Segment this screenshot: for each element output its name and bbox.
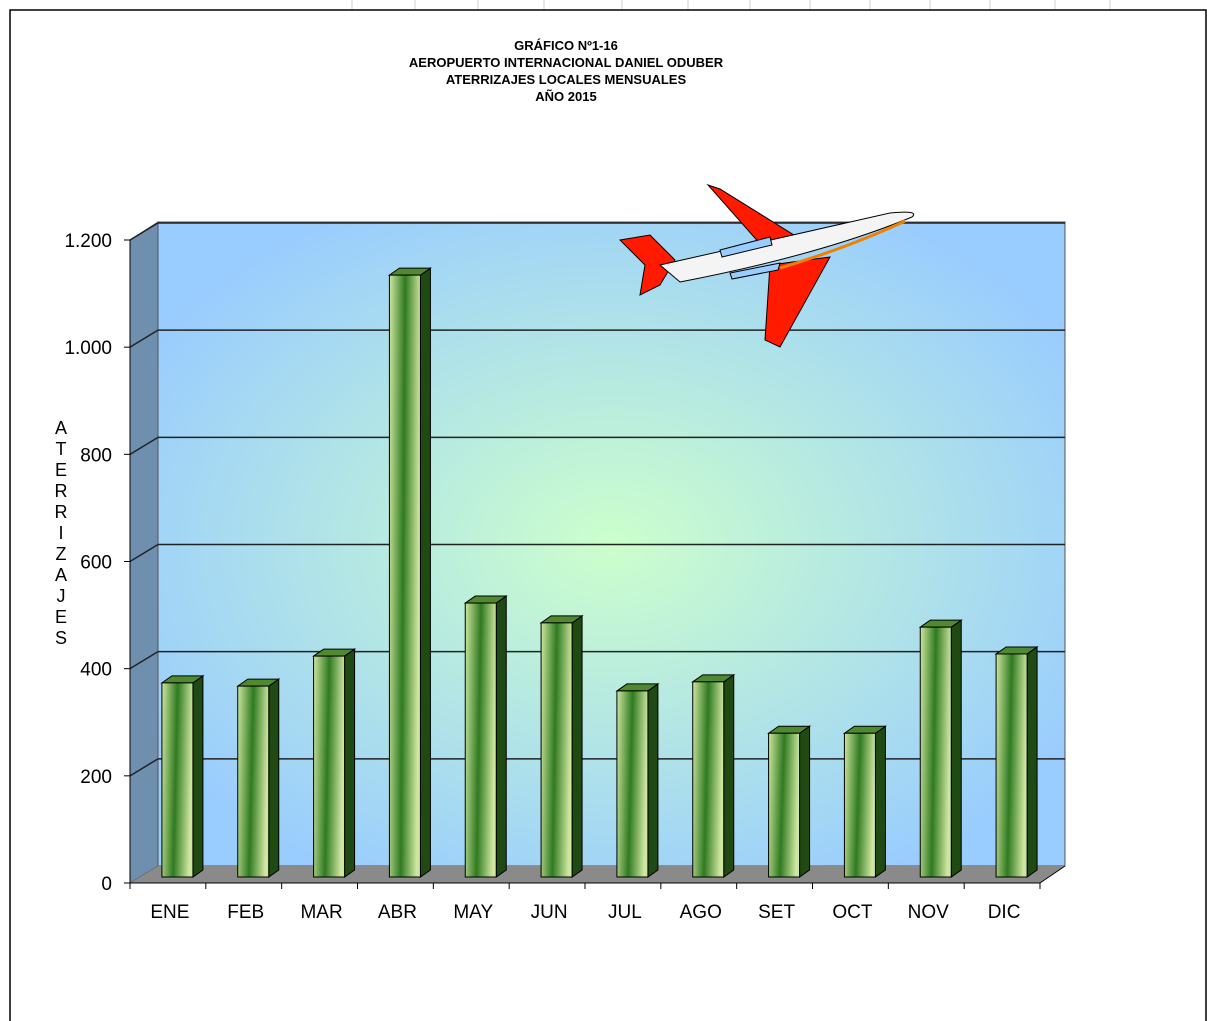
grid-line [129,758,159,777]
x-tick-label: OCT [832,902,873,923]
bar-front [768,732,801,878]
bar [236,678,281,878]
y-tick-label: 200 [80,767,112,788]
bar-side [1026,645,1038,878]
y-tick-label: 1.000 [64,338,112,359]
x-tick-label: FEB [227,902,264,923]
bar-front [692,681,725,878]
bar-front [237,685,270,878]
y-tick-label: 1.200 [64,231,112,252]
bar-front [919,626,952,878]
x-tick-label: SET [758,902,795,923]
bar-front [388,274,421,878]
bar [842,725,888,878]
y-tick-label: 800 [80,445,112,466]
bar-side [419,267,431,878]
bar-side [950,619,962,878]
bar [387,267,433,878]
grid-line [129,651,159,670]
bar [615,682,660,878]
bar [918,619,963,878]
bar [766,725,812,878]
x-tick-label: MAY [453,902,493,923]
bar-side [874,725,886,878]
bar-side [268,678,280,878]
bar-front [313,655,346,878]
bar [994,645,1039,878]
bar [311,648,357,878]
y-axis-title: ATERRIZAJES [54,418,68,648]
bar-side [344,648,356,878]
frame [351,0,1111,10]
grid-line [129,436,159,455]
bar-side [723,673,735,878]
bar [691,673,736,878]
bar-side [799,725,811,878]
x-tick-label: ABR [378,902,417,923]
grid [129,222,1065,777]
bar [463,595,508,878]
y-tick-label: 600 [80,553,112,574]
bar-side [571,614,583,878]
chart-subtitle: ATERRIZAJES LOCALES MENSUALES [446,72,687,87]
x-tick-label: AGO [680,902,722,923]
bars [160,267,1039,878]
chart-title: GRÁFICO Nº1-16 [514,38,618,53]
x-tick-label: MAR [300,902,342,923]
grid-line [129,222,159,241]
x-tick-label: NOV [908,902,950,923]
grid-line [129,329,159,348]
chart-subtitle: AEROPUERTO INTERNACIONAL DANIEL ODUBER [409,55,724,70]
y-tick-label: 400 [80,660,112,681]
grid-line [129,543,159,563]
bar-side [495,595,507,878]
bar-side [192,674,204,878]
bar-front [995,653,1028,878]
floor [130,866,1065,883]
bar-front [161,682,194,878]
y-tick-label: 0 [101,874,112,895]
x-axis [1039,865,1066,884]
bar-front [843,732,876,878]
x-tick-label: DIC [988,902,1021,923]
x-tick-label: JUL [608,902,642,923]
bar-front [616,690,649,878]
bar-side [647,682,659,878]
x-tick-label: JUN [531,902,568,923]
x-tick-label: ENE [150,902,189,923]
chart-subtitle: AÑO 2015 [535,89,596,104]
bar-front [464,602,497,878]
bar [539,614,584,878]
bar [160,674,205,878]
airplane [618,183,915,348]
bar-front [540,622,573,878]
